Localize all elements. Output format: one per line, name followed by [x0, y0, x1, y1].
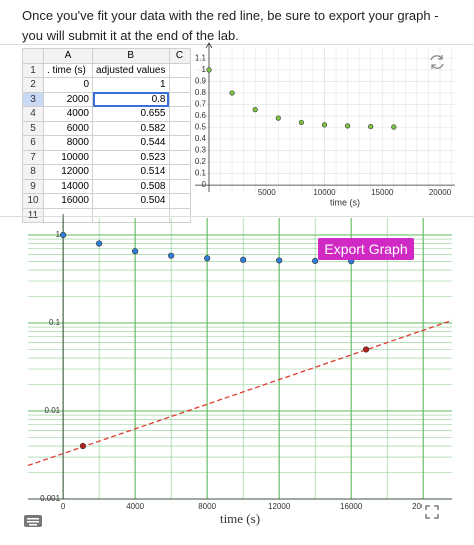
data-point [312, 257, 319, 264]
cell [168, 149, 191, 165]
cell [168, 193, 191, 209]
row-number[interactable]: 7 [22, 149, 44, 165]
y-tick-label: 0.2 [195, 157, 207, 166]
y-tick-label: 1 [202, 65, 207, 74]
x-tick-label: 5000 [258, 188, 276, 197]
chart: 00.10.20.30.40.50.60.70.80.911.150001000… [195, 42, 455, 207]
row-number[interactable]: 10 [22, 193, 44, 209]
cell[interactable]: 0.508 [92, 178, 170, 194]
data-point [321, 122, 328, 128]
row-number[interactable]: 11 [22, 207, 44, 223]
data-point [204, 255, 211, 262]
cell [168, 207, 191, 223]
row-number[interactable]: 3 [22, 91, 44, 107]
y-tick-label: 0.4 [195, 134, 207, 143]
y-tick-label: 0.7 [195, 100, 207, 109]
x-tick-label: 16000 [340, 502, 363, 511]
y-tick-label: 0.8 [195, 88, 207, 97]
x-tick-label: 0 [61, 502, 66, 511]
x-axis-label: time (s) [220, 511, 260, 526]
y-tick-label: 0.1 [195, 169, 207, 178]
row: 10 16000 0.504 [22, 193, 191, 209]
keyboard-icon[interactable] [24, 515, 42, 527]
data-point [206, 67, 212, 73]
data-point [275, 115, 281, 121]
row: 9 14000 0.508 [22, 178, 191, 194]
cell [43, 207, 93, 223]
data-point [276, 257, 283, 264]
fit-line [27, 319, 453, 467]
cell[interactable]: 6000 [43, 120, 93, 136]
row: 7 10000 0.523 [22, 149, 191, 165]
row-number[interactable]: 9 [22, 178, 44, 194]
x-tick-label: 4000 [126, 502, 144, 511]
y-tick-label: 0.9 [195, 77, 207, 86]
row-number[interactable]: 1 [22, 62, 44, 78]
cell[interactable]: 14000 [43, 178, 93, 194]
divider [0, 44, 474, 45]
y-tick-label: 0.01 [45, 406, 61, 415]
cell[interactable]: 16000 [43, 193, 93, 209]
fullscreen-icon[interactable] [422, 502, 442, 522]
y-tick-label: 0.3 [195, 146, 207, 155]
row: 5 6000 0.582 [22, 120, 191, 136]
y-tick-label: 0.6 [195, 111, 207, 120]
y-tick-label: 1 [56, 230, 61, 239]
cell [168, 120, 191, 136]
data-point [368, 123, 374, 130]
row: 4 4000 0.655 [22, 106, 191, 122]
divider [0, 216, 474, 217]
row: 3 2000 0.8 [22, 91, 191, 107]
data-point [391, 124, 397, 130]
cell[interactable]: 0.544 [92, 135, 170, 151]
cell[interactable]: 10000 [43, 149, 93, 165]
row-number[interactable]: 8 [22, 164, 44, 180]
row-number[interactable]: 6 [22, 135, 44, 151]
data-point [168, 252, 175, 259]
axis-arrow [205, 42, 213, 49]
data-point [344, 123, 351, 129]
chart: 0.0010.010.11040008000120001600020000tim… [27, 214, 453, 526]
y-tick-label: 1.1 [195, 53, 207, 62]
column-header[interactable]: A [43, 48, 93, 64]
y-tick-label: 0.5 [195, 123, 207, 132]
y-tick-label: 0.1 [49, 318, 61, 327]
cell [168, 164, 191, 180]
data-point [96, 240, 103, 247]
data-point [132, 248, 139, 255]
x-tick-label: 15000 [371, 188, 394, 197]
row-number[interactable]: 2 [22, 77, 44, 93]
x-tick-label: 12000 [268, 502, 291, 511]
data-point [79, 442, 87, 450]
row-number[interactable]: 4 [22, 106, 44, 122]
row-number[interactable]: 5 [22, 120, 44, 136]
x-axis-label: time (s) [330, 197, 360, 207]
cell [168, 178, 191, 194]
column-header[interactable]: B [92, 48, 170, 64]
x-tick-label: 8000 [198, 502, 216, 511]
row: 6 8000 0.544 [22, 135, 191, 151]
export-graph-button[interactable]: Export Graph [318, 238, 414, 260]
data-point [252, 107, 258, 113]
row: 11 [22, 207, 191, 223]
x-tick-label: 10000 [313, 188, 336, 197]
data-point [240, 256, 247, 263]
cell[interactable]: 8000 [43, 135, 93, 151]
row: 8 12000 0.514 [22, 164, 191, 180]
data-point [229, 90, 235, 96]
cell [168, 135, 191, 151]
cell[interactable]: 12000 [43, 164, 93, 180]
data-point [298, 119, 304, 126]
refresh-icon[interactable] [430, 55, 444, 69]
instruction: Once you've fit your data with the red l… [22, 8, 439, 43]
data-point [363, 346, 370, 353]
x-tick-label: 20000 [429, 188, 452, 197]
data-point [60, 231, 67, 239]
